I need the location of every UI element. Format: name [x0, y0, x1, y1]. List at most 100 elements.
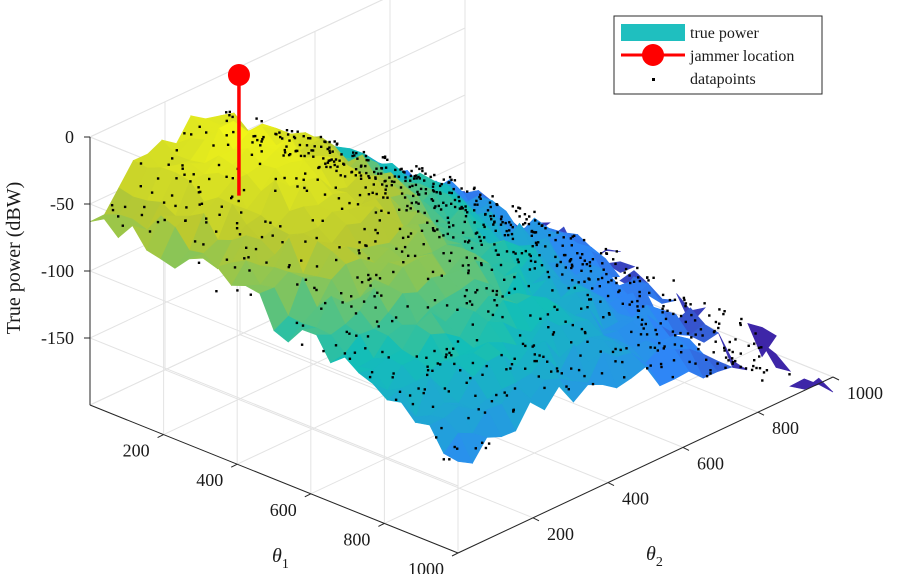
datapoint [193, 240, 197, 243]
datapoint [380, 167, 384, 170]
datapoint [636, 266, 639, 270]
datapoint [571, 323, 574, 327]
datapoint [483, 225, 486, 229]
datapoint [520, 252, 524, 255]
datapoint [528, 268, 532, 271]
datapoint [511, 226, 514, 229]
datapoint [553, 305, 556, 309]
datapoint [588, 298, 591, 301]
datapoint [275, 133, 278, 136]
datapoint [287, 265, 290, 269]
datapoint [274, 177, 277, 181]
datapoint [432, 229, 435, 232]
datapoint [202, 243, 205, 246]
datapoint [538, 354, 541, 357]
datapoint [226, 143, 230, 146]
datapoint [181, 167, 184, 170]
datapoint [260, 150, 263, 153]
datapoint [391, 319, 394, 323]
datapoint [491, 289, 495, 293]
datapoint [231, 195, 234, 198]
datapoint [727, 359, 730, 362]
datapoint [256, 138, 259, 142]
datapoint [630, 330, 633, 334]
datapoint [432, 182, 435, 185]
datapoint [410, 201, 413, 205]
datapoint [731, 350, 734, 354]
datapoint [614, 262, 617, 266]
datapoint [328, 140, 331, 144]
datapoint [697, 347, 700, 351]
datapoint [531, 245, 534, 248]
datapoint [694, 362, 697, 365]
datapoint [398, 227, 402, 231]
datapoint [480, 243, 483, 246]
datapoint [606, 294, 610, 298]
datapoint [551, 289, 554, 292]
datapoint [237, 199, 240, 203]
theta1-symbol: θ [272, 545, 282, 567]
datapoint [453, 362, 456, 366]
datapoint [535, 243, 538, 247]
datapoint [662, 305, 665, 308]
datapoint [523, 221, 527, 225]
datapoint [218, 213, 221, 216]
power-surface [89, 112, 834, 464]
datapoint [714, 320, 718, 324]
datapoint [653, 346, 657, 349]
datapoint [579, 354, 582, 357]
datapoint [599, 350, 602, 353]
datapoint [723, 346, 726, 350]
datapoint [245, 246, 248, 249]
datapoint [431, 270, 435, 274]
datapoint [476, 288, 479, 292]
datapoint [378, 219, 381, 222]
datapoint [705, 375, 709, 378]
datapoint [671, 375, 674, 379]
surface-cell [789, 378, 820, 390]
datapoint [452, 236, 455, 239]
datapoint [353, 154, 356, 157]
z-tick-label-0: 0 [65, 127, 74, 147]
datapoint [328, 146, 331, 149]
datapoint [421, 169, 424, 173]
datapoint [304, 172, 307, 175]
datapoint [225, 111, 228, 114]
datapoint [476, 203, 479, 206]
datapoint [468, 300, 472, 303]
datapoint [324, 162, 327, 165]
datapoint [503, 391, 506, 394]
datapoint [473, 203, 476, 206]
datapoint [537, 241, 540, 244]
datapoint [507, 291, 511, 294]
datapoint [326, 161, 330, 164]
datapoint [123, 205, 127, 209]
datapoint [680, 344, 683, 348]
legend-label-jammer-location: jammer location [689, 48, 794, 65]
datapoint [225, 258, 229, 261]
datapoint [450, 202, 453, 205]
datapoint [399, 186, 403, 189]
datapoint [445, 347, 448, 351]
datapoint [518, 334, 522, 337]
datapoint [494, 229, 497, 232]
datapoint [384, 192, 387, 195]
datapoint [548, 234, 551, 237]
datapoint [552, 331, 556, 334]
datapoint [412, 177, 416, 180]
datapoint [495, 393, 498, 397]
datapoint [509, 367, 512, 370]
theta2-tick-3 [757, 411, 765, 416]
datapoint [340, 207, 344, 210]
datapoint [505, 229, 508, 233]
datapoint [705, 358, 708, 361]
datapoint [354, 312, 358, 315]
datapoint [577, 368, 581, 372]
z-tick-label-1: -50 [50, 194, 74, 214]
datapoint [672, 359, 676, 362]
datapoint [373, 170, 376, 174]
datapoint [600, 276, 604, 280]
datapoint [571, 265, 574, 268]
datapoint [567, 286, 570, 290]
datapoint [110, 204, 114, 207]
